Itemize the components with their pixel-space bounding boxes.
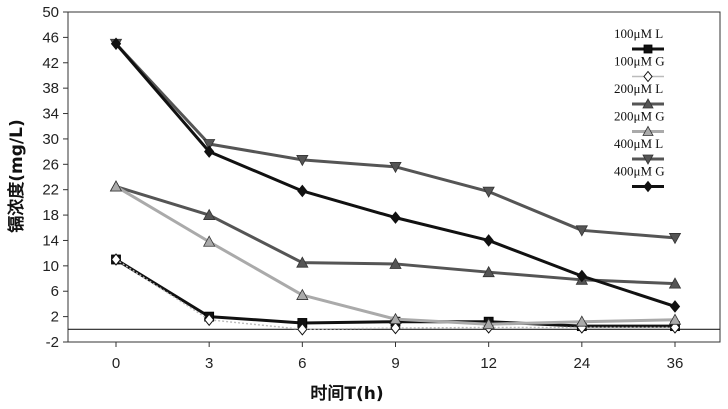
data-point <box>671 301 680 312</box>
x-tick-label: 6 <box>298 355 306 372</box>
x-tick-label: 36 <box>667 355 684 372</box>
legend-marker <box>644 72 652 82</box>
y-tick-label: 38 <box>42 80 59 97</box>
y-tick-label: 30 <box>42 131 59 148</box>
y-tick-label: 42 <box>42 55 59 72</box>
legend-label: 400μM G <box>614 164 665 179</box>
legend-label: 100μM L <box>614 26 663 41</box>
x-axis-title: 时间T(h) <box>310 383 383 404</box>
y-tick-label: 18 <box>42 207 59 224</box>
x-tick-label: 24 <box>573 355 590 372</box>
y-tick-label: 26 <box>42 156 59 173</box>
y-tick-label: 6 <box>51 283 59 300</box>
legend-marker <box>644 182 652 192</box>
data-point <box>391 212 400 223</box>
legend: 100μM L 100μM G 200μM L 200μM G 400μM L 400μM… <box>614 26 665 192</box>
y-tick-label: 2 <box>51 309 59 326</box>
series-layer <box>111 38 681 335</box>
x-tick-label: 3 <box>205 355 213 372</box>
y-tick-label: 34 <box>42 106 59 123</box>
legend-label: 400μM L <box>614 136 663 151</box>
y-tick-label: 22 <box>42 182 59 199</box>
legend-label: 100μM G <box>614 54 665 69</box>
y-axis-title: 镉浓度(mg/L) <box>6 119 27 232</box>
data-point <box>111 181 122 191</box>
legend-label: 200μM L <box>614 81 663 96</box>
y-tick-label: -2 <box>46 334 59 351</box>
y-tick-label: 14 <box>42 232 59 249</box>
data-point <box>484 235 493 246</box>
y-tick-label: 46 <box>42 29 59 46</box>
x-tick-label: 0 <box>112 355 120 372</box>
x-tick-label: 12 <box>480 355 497 372</box>
x-tick-label: 9 <box>391 355 399 372</box>
y-tick-label: 50 <box>42 4 59 21</box>
series-line <box>116 187 675 325</box>
y-tick-label: 10 <box>42 258 59 275</box>
legend-marker <box>644 45 652 53</box>
legend-label: 200μM G <box>614 109 665 124</box>
series-4 <box>111 181 681 329</box>
data-point <box>298 185 307 196</box>
series-6 <box>112 38 680 312</box>
